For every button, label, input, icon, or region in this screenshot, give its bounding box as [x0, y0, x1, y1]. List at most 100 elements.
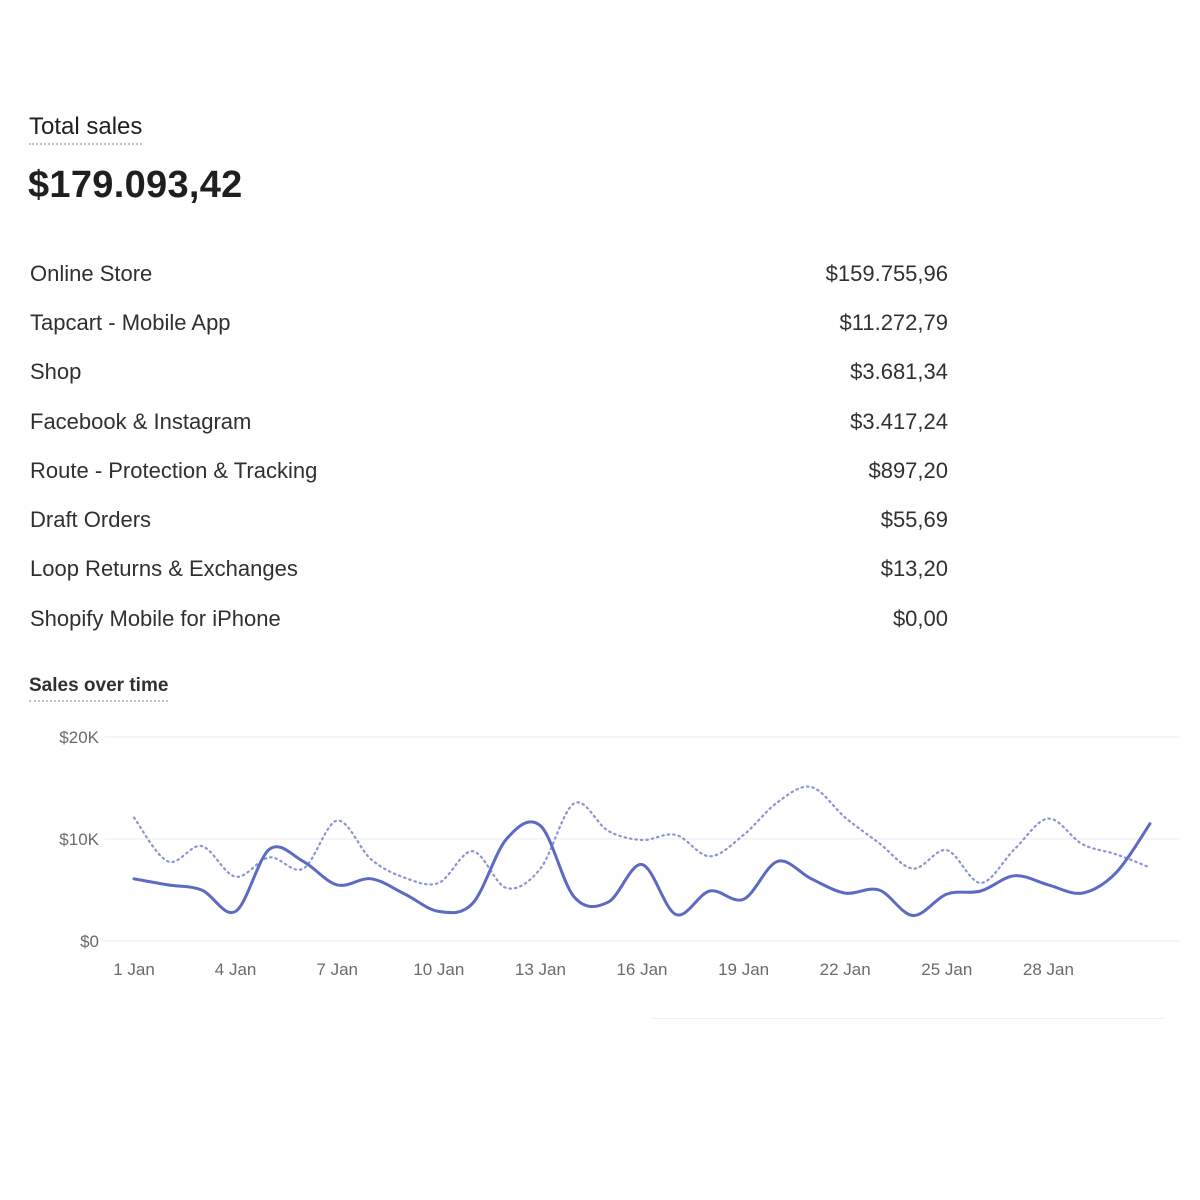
data-point-current-period	[568, 891, 580, 903]
data-point-current-period	[805, 873, 817, 885]
data-point-current-period	[1042, 879, 1054, 891]
data-point-previous-period	[399, 872, 411, 884]
y-tick-label: $10K	[59, 830, 99, 849]
data-point-previous-period	[839, 812, 851, 824]
x-tick-label: 22 Jan	[820, 960, 871, 979]
channel-amount: $0,00	[892, 605, 948, 631]
channel-amount: $55,69	[880, 507, 948, 533]
channel-name: Tapcart - Mobile App	[30, 309, 231, 335]
channel-row: Route - Protection & Tracking $897,20	[30, 446, 948, 495]
data-point-previous-period	[568, 797, 580, 809]
channel-row: Draft Orders $55,69	[30, 495, 948, 544]
data-point-current-period	[1144, 818, 1156, 830]
data-point-previous-period	[636, 834, 648, 846]
data-point-current-period	[263, 843, 275, 855]
sales-channel-list: Online Store $159.755,96 Tapcart - Mobil…	[30, 249, 948, 643]
data-point-previous-period	[907, 863, 919, 875]
series-line-current-period	[132, 820, 1152, 917]
channel-amount: $3.417,24	[850, 408, 948, 434]
channel-row: Loop Returns & Exchanges $13,20	[30, 545, 948, 594]
data-point-previous-period	[467, 845, 479, 857]
data-point-current-period	[534, 820, 546, 832]
data-point-previous-period	[365, 853, 377, 865]
data-point-current-period	[1009, 870, 1021, 882]
data-point-previous-period	[534, 863, 546, 875]
channel-amount: $3.681,34	[850, 359, 948, 385]
data-point-current-period	[873, 884, 885, 896]
data-point-current-period	[907, 910, 919, 922]
channel-amount: $13,20	[880, 556, 948, 582]
data-point-current-period	[1110, 867, 1122, 879]
x-tick-label: 4 Jan	[215, 960, 257, 979]
channel-row: Shop $3.681,34	[30, 348, 948, 397]
data-point-previous-period	[128, 812, 140, 824]
divider	[650, 1018, 1165, 1019]
data-point-current-period	[399, 888, 411, 900]
channel-row: Shopify Mobile for iPhone $0,00	[30, 594, 948, 643]
data-point-previous-period	[1110, 848, 1122, 860]
sales-over-time-chart[interactable]: $0 $10K $20K 1 Jan 4 Jan 7 Jan 10 Jan 13 Jan 16 …	[0, 710, 1200, 1000]
data-point-previous-period	[230, 871, 242, 883]
data-point-previous-period	[331, 815, 343, 827]
data-point-previous-period	[941, 844, 953, 856]
data-point-current-period	[771, 855, 783, 867]
sales-over-time-title[interactable]: Sales over time	[29, 675, 169, 702]
channel-name: Shopify Mobile for iPhone	[30, 605, 281, 631]
data-point-current-period	[196, 884, 208, 896]
total-sales-value: $179.093,42	[28, 164, 243, 206]
channel-name: Shop	[30, 359, 82, 385]
data-point-current-period	[230, 905, 242, 917]
data-point-current-period	[670, 908, 682, 920]
data-point-current-period	[331, 879, 343, 891]
data-point-previous-period	[738, 829, 750, 841]
data-point-current-period	[365, 873, 377, 885]
x-tick-label: 7 Jan	[316, 960, 358, 979]
channel-amount: $11.272,79	[839, 309, 948, 335]
channel-amount: $159.755,96	[825, 260, 948, 286]
data-point-previous-period	[602, 825, 614, 837]
data-point-current-period	[162, 879, 174, 891]
x-tick-label: 28 Jan	[1023, 960, 1074, 979]
y-tick-label: $20K	[59, 728, 99, 747]
data-point-previous-period	[1144, 862, 1156, 874]
data-point-current-period	[467, 897, 479, 909]
data-point-current-period	[975, 885, 987, 897]
data-point-current-period	[602, 896, 614, 908]
y-tick-label: $0	[80, 932, 99, 951]
data-point-previous-period	[805, 781, 817, 793]
data-point-previous-period	[873, 837, 885, 849]
data-point-current-period	[1076, 887, 1088, 899]
channel-name: Route - Protection & Tracking	[30, 457, 318, 483]
data-point-previous-period	[771, 796, 783, 808]
channel-name: Facebook & Instagram	[30, 408, 252, 434]
total-sales-title[interactable]: Total sales	[29, 113, 143, 145]
data-point-previous-period	[433, 877, 445, 889]
x-tick-label: 10 Jan	[413, 960, 464, 979]
x-tick-label: 19 Jan	[718, 960, 769, 979]
data-point-current-period	[636, 859, 648, 871]
data-point-previous-period	[670, 829, 682, 841]
data-point-current-period	[297, 855, 309, 867]
channel-amount: $897,20	[868, 457, 948, 483]
data-point-previous-period	[162, 855, 174, 867]
data-point-current-period	[738, 893, 750, 905]
data-point-previous-period	[1009, 843, 1021, 855]
data-point-previous-period	[196, 840, 208, 852]
data-point-previous-period	[1042, 813, 1054, 825]
channel-row: Online Store $159.755,96	[30, 249, 948, 298]
series-line-previous-period	[132, 785, 1152, 890]
data-point-current-period	[501, 833, 513, 845]
x-tick-label: 25 Jan	[921, 960, 972, 979]
x-tick-label: 13 Jan	[515, 960, 566, 979]
data-point-previous-period	[1076, 838, 1088, 850]
data-point-current-period	[704, 885, 716, 897]
data-point-previous-period	[501, 882, 513, 894]
data-point-previous-period	[704, 850, 716, 862]
data-point-current-period	[941, 888, 953, 900]
channel-name: Loop Returns & Exchanges	[30, 556, 298, 582]
data-point-current-period	[128, 873, 140, 885]
channel-row: Facebook & Instagram $3.417,24	[30, 397, 948, 446]
data-point-current-period	[839, 887, 851, 899]
channel-row: Tapcart - Mobile App $11.272,79	[30, 298, 948, 347]
